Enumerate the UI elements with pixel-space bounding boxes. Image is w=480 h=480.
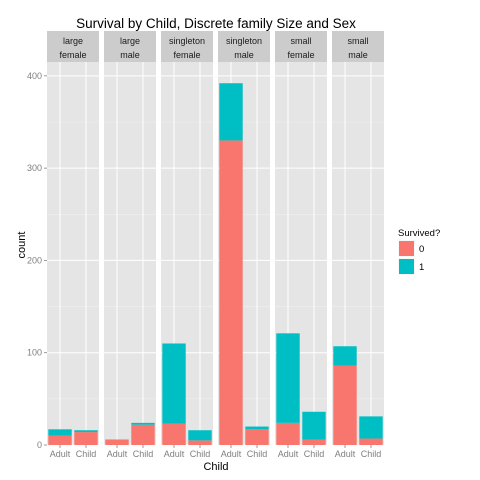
legend-swatch-1	[399, 259, 414, 274]
facet-strip-size: large	[120, 36, 140, 46]
facet-strip	[104, 31, 156, 62]
x-tick-label: Adult	[335, 449, 356, 459]
bar-survived-0-adult	[219, 140, 243, 445]
facet-singleton-female: singleton female Adult Child	[161, 31, 213, 459]
y-tick-label: 0	[37, 440, 42, 450]
facet-strip	[47, 31, 99, 62]
facet-strip-sex: female	[287, 50, 314, 60]
x-tick-label: Child	[76, 449, 97, 459]
facet-strip-sex: female	[173, 50, 200, 60]
facet-strip-sex: male	[348, 50, 368, 60]
bar-survived-1-child	[188, 430, 212, 441]
facet-strip-size: small	[290, 36, 311, 46]
facet-strip-sex: male	[120, 50, 140, 60]
facet-strip-sex: female	[59, 50, 86, 60]
y-axis-title: count	[16, 232, 28, 259]
facet-small-male: small male Adult Child	[332, 31, 384, 459]
legend-title: Survived?	[398, 228, 440, 239]
legend-swatch-0	[399, 241, 414, 256]
facet-large-female: large female Adult Child	[47, 31, 99, 459]
facet-small-female: small female Adult Child	[275, 31, 327, 459]
y-tick-label: 200	[27, 255, 42, 265]
bar-survived-0-child	[188, 440, 212, 445]
facet-strip-sex: male	[234, 50, 254, 60]
bar-survived-1-child	[359, 416, 383, 439]
bar-survived-1-adult	[276, 333, 300, 423]
x-tick-label: Child	[304, 449, 325, 459]
x-tick-label: Adult	[221, 449, 242, 459]
x-tick-label: Adult	[164, 449, 185, 459]
bar-survived-1-child	[131, 422, 155, 425]
bar-survived-1-child	[245, 426, 269, 430]
facet-strip-size: singleton	[226, 36, 262, 46]
bar-survived-1-child	[74, 430, 98, 433]
legend-label-1: 1	[419, 262, 424, 273]
bar-survived-0-adult	[276, 422, 300, 445]
legend: Survived? 0 1	[397, 228, 440, 276]
bar-survived-0-child	[359, 438, 383, 445]
y-tick-label: 400	[27, 71, 42, 81]
bar-survived-0-adult	[162, 423, 186, 445]
facet-strip-size: large	[63, 36, 83, 46]
bar-survived-1-adult	[162, 343, 186, 424]
bar-survived-1-adult	[333, 346, 357, 366]
facet-panel-background	[104, 62, 156, 445]
facet-panels: large female Adult Child large male Adult Child…	[47, 31, 384, 459]
bar-survived-0-child	[302, 439, 326, 445]
x-axis-title: Child	[203, 461, 228, 473]
bar-survived-0-adult	[48, 435, 72, 445]
bar-survived-1-adult	[219, 83, 243, 141]
legend-label-0: 0	[419, 244, 424, 255]
y-axis: 0 100 200 300 400	[27, 71, 47, 450]
x-tick-label: Child	[247, 449, 268, 459]
x-tick-label: Child	[190, 449, 211, 459]
bar-survived-1-child	[302, 411, 326, 440]
facet-large-male: large male Adult Child	[104, 31, 156, 459]
bar-survived-0-adult	[333, 365, 357, 445]
bar-survived-0-child	[245, 429, 269, 445]
facet-strip-size: singleton	[169, 36, 205, 46]
bar-survived-1-adult	[48, 429, 72, 436]
facet-strip	[275, 31, 327, 62]
x-tick-label: Adult	[278, 449, 299, 459]
x-tick-label: Child	[361, 449, 382, 459]
facet-strip	[332, 31, 384, 62]
y-tick-label: 100	[27, 348, 42, 358]
facet-strip	[218, 31, 270, 62]
facet-strip	[161, 31, 213, 62]
x-tick-label: Adult	[50, 449, 71, 459]
chart-title: Survival by Child, Discrete family Size …	[76, 16, 356, 31]
bar-survived-0-child	[74, 432, 98, 445]
x-tick-label: Child	[133, 449, 154, 459]
facet-singleton-male: singleton male Adult Child	[218, 31, 270, 459]
facet-panel-background	[47, 62, 99, 445]
facet-strip-size: small	[347, 36, 368, 46]
x-tick-label: Adult	[107, 449, 128, 459]
y-tick-label: 300	[27, 163, 42, 173]
bar-survived-0-adult	[105, 439, 129, 445]
bar-survived-0-child	[131, 424, 155, 445]
